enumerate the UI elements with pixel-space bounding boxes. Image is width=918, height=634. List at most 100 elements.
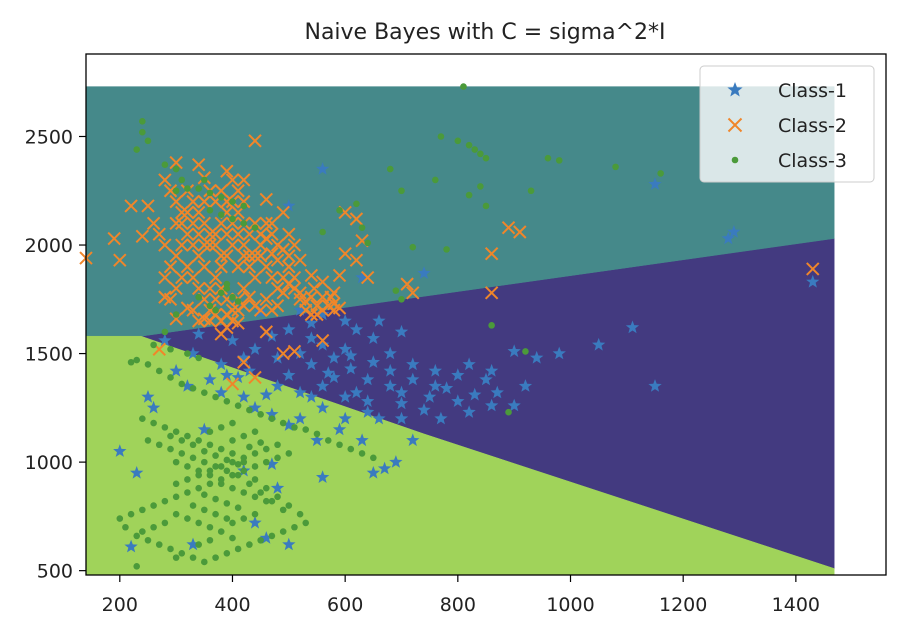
data-point-class-3	[167, 445, 174, 453]
data-point-class-3	[127, 358, 135, 366]
data-point-class-3	[657, 170, 664, 177]
data-point-class-3	[189, 554, 197, 561]
data-point-class-1	[366, 331, 380, 344]
data-point-class-3	[544, 154, 552, 162]
data-point-class-2	[107, 231, 121, 246]
data-point-class-3	[217, 289, 225, 297]
data-point-class-2	[180, 205, 195, 220]
data-point-class-1	[349, 322, 364, 336]
data-point-class-3	[184, 476, 191, 483]
data-point-class-3	[319, 228, 326, 236]
data-point-class-2	[248, 249, 262, 263]
data-point-class-1	[316, 400, 330, 414]
data-point-class-2	[225, 377, 240, 391]
data-point-class-3	[212, 393, 219, 401]
data-point-class-3	[251, 428, 259, 436]
data-point-class-2	[163, 292, 178, 307]
axes: 200 400 600 800 1000 1200 1400 500 1000 1500 2000 2…	[25, 126, 820, 616]
data-point-class-1	[197, 422, 211, 436]
data-point-class-3	[240, 432, 248, 440]
data-point-class-1	[265, 329, 279, 342]
data-point-class-2	[242, 260, 257, 274]
data-point-class-3	[336, 207, 343, 214]
data-point-class-3	[555, 157, 563, 164]
data-point-class-1	[423, 390, 437, 403]
data-point-class-3	[437, 133, 445, 140]
data-point-class-1	[389, 455, 403, 468]
data-point-class-3	[296, 510, 304, 518]
data-point-class-1	[214, 385, 228, 399]
data-point-class-2	[186, 194, 200, 209]
data-point-class-2	[237, 194, 251, 209]
data-point-class-3	[229, 458, 236, 466]
data-point-class-1	[146, 400, 161, 414]
data-point-class-2	[208, 238, 223, 252]
data-point-class-2	[191, 314, 206, 328]
data-point-class-3	[257, 439, 264, 446]
data-point-class-3	[240, 454, 248, 462]
data-point-class-3	[144, 137, 152, 145]
data-point-class-3	[201, 491, 208, 498]
data-point-class-3	[246, 406, 253, 414]
data-point-class-3	[195, 484, 202, 492]
data-point-class-2	[231, 316, 245, 330]
chart-title: Naive Bayes with C = sigma^2*I	[304, 20, 665, 45]
data-point-class-3	[139, 128, 146, 136]
data-point-class-3	[195, 293, 202, 301]
data-point-class-3	[212, 495, 219, 503]
data-point-class-3	[127, 510, 135, 518]
data-point-class-3	[184, 463, 191, 470]
data-point-class-1	[394, 396, 409, 410]
data-point-class-1	[220, 368, 234, 381]
data-point-class-2	[276, 286, 290, 300]
plot-frame	[85, 53, 887, 576]
data-point-class-2	[225, 238, 240, 252]
data-point-class-1	[282, 537, 296, 551]
data-point-class-2	[197, 216, 212, 231]
data-point-class-1	[316, 307, 330, 321]
legend: Class-1 Class-2 Class-3	[699, 65, 875, 183]
data-point-class-2	[484, 286, 499, 300]
legend-label-class-3: Class-3	[778, 150, 847, 172]
data-point-class-3	[133, 356, 141, 364]
data-point-class-3	[223, 456, 231, 464]
data-point-class-2	[191, 249, 206, 263]
data-point-class-2	[158, 270, 172, 285]
legend-box	[699, 65, 875, 183]
data-point-class-1	[282, 418, 296, 431]
data-point-class-3	[234, 298, 242, 305]
data-point-class-1	[248, 400, 262, 414]
data-point-class-2	[225, 303, 240, 317]
data-point-class-3	[206, 441, 214, 449]
data-point-class-1	[316, 337, 330, 351]
data-point-class-2	[253, 249, 268, 263]
data-point-class-2	[169, 194, 183, 209]
data-point-class-2	[259, 325, 273, 339]
data-point-class-2	[242, 290, 257, 304]
data-point-class-1	[169, 363, 183, 377]
data-point-class-2	[299, 294, 313, 309]
data-point-class-1	[130, 466, 144, 479]
data-point-class-3	[133, 563, 141, 570]
data-point-class-3	[206, 480, 214, 488]
data-point-class-3	[178, 450, 186, 457]
data-point-class-3	[454, 137, 462, 145]
data-point-class-3	[431, 176, 439, 184]
legend-label-class-1: Class-1	[778, 80, 847, 102]
data-point-class-2	[332, 301, 347, 315]
data-point-class-2	[175, 216, 189, 231]
data-point-class-2	[242, 249, 257, 263]
data-point-class-2	[191, 227, 206, 241]
data-point-class-1	[265, 407, 279, 420]
data-point-class-1	[270, 350, 285, 364]
data-point-class-3	[409, 243, 417, 251]
data-point-class-1	[270, 379, 285, 392]
data-point-class-2	[135, 229, 150, 244]
data-point-class-2	[231, 184, 245, 198]
data-point-class-2	[214, 249, 228, 263]
data-point-class-3	[217, 424, 225, 431]
data-point-class-3	[358, 224, 366, 231]
data-point-class-1	[507, 398, 521, 412]
data-point-class-3	[201, 506, 208, 514]
data-point-class-2	[360, 270, 375, 285]
